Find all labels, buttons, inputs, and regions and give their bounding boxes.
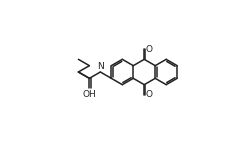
- Text: O: O: [146, 90, 153, 99]
- Text: OH: OH: [82, 90, 96, 99]
- Text: O: O: [146, 45, 153, 54]
- Text: N: N: [97, 62, 104, 71]
